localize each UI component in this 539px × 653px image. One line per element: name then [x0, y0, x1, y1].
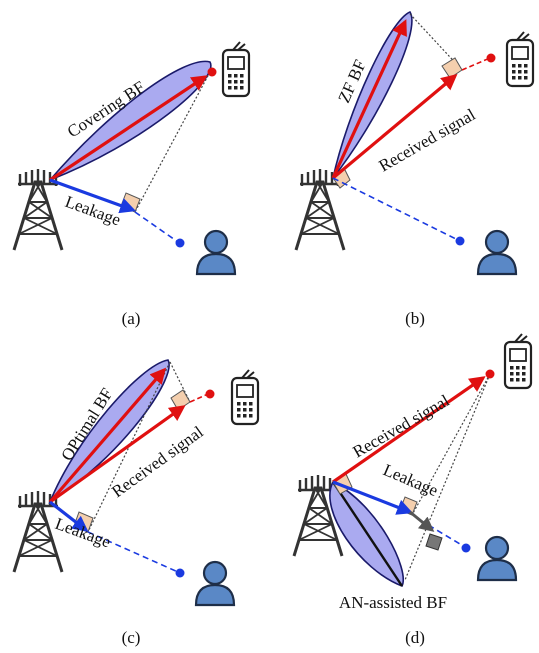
phone-icon [503, 332, 533, 390]
eavesdropper-dot [175, 568, 185, 578]
an-leakage-arrow [409, 510, 435, 532]
leakage-label: Leakage [380, 460, 440, 500]
receiver-direction-line [189, 393, 209, 403]
projection-line [411, 373, 491, 516]
panel-caption: (a) [122, 309, 141, 328]
signal-label: Received signal [376, 105, 479, 176]
panel-caption: (d) [405, 628, 425, 647]
an-beam-axis [332, 481, 403, 587]
user-icon [476, 535, 518, 582]
panel-a: Covering BF Leakage (a) [12, 40, 251, 328]
user-icon [476, 229, 518, 276]
projection-line [404, 373, 491, 581]
user-icon [194, 560, 236, 607]
signal-label: Received signal [350, 391, 453, 462]
beam-axis-arrow [48, 367, 167, 504]
signal-arrow [49, 405, 186, 504]
signal-arrow [49, 75, 208, 182]
beam-lobe [49, 60, 212, 181]
leakage-arrow [49, 500, 89, 532]
phone-icon [230, 368, 260, 426]
an-right-angle-box [425, 533, 443, 551]
eve-direction-line [332, 177, 459, 241]
panel-d: Received signal Leakage AN-assisted BF (… [292, 332, 533, 647]
receiver-dot [207, 67, 217, 77]
panel-c: OPtimal BF Received signal Leakage (c) [12, 359, 260, 647]
receiver-dot [205, 389, 215, 399]
leakage-arrow [49, 178, 137, 214]
projection-line [87, 361, 171, 533]
panel-caption: (c) [122, 628, 141, 647]
signal-arrow [332, 376, 486, 484]
signal-arrow [331, 73, 458, 180]
phone-icon [505, 30, 535, 88]
receiver-dot [485, 369, 495, 379]
right-angle-marker [441, 57, 463, 79]
phone-icon [221, 40, 251, 98]
user-icon [195, 229, 237, 276]
beam-axis-arrow [331, 19, 407, 179]
eavesdropper-dot [461, 543, 471, 553]
eve-direction-line [87, 531, 179, 573]
receiver-dot [486, 53, 496, 63]
leakage-label: Leakage [63, 192, 124, 230]
projection-line [409, 13, 463, 71]
panel-caption: (b) [405, 309, 425, 328]
eve-direction-line [134, 211, 179, 243]
eavesdropper-dot [175, 238, 185, 248]
beam-label: AN-assisted BF [339, 593, 447, 612]
eve-direction-line [419, 519, 466, 548]
panel-b: ZF BF Received signal (b) [294, 11, 535, 328]
projection-line [134, 71, 211, 213]
eavesdropper-dot [455, 236, 465, 246]
receiver-direction-line [461, 57, 491, 71]
leakage-arrow [332, 480, 413, 515]
